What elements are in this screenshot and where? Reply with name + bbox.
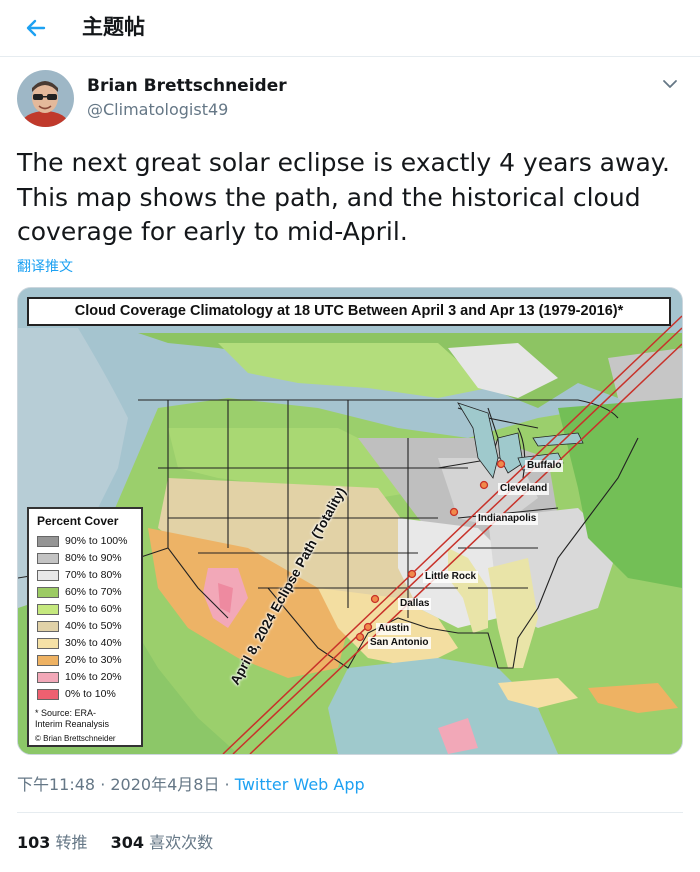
- legend-item: 80% to 90%: [37, 551, 122, 565]
- legend-swatch: [37, 603, 59, 615]
- legend-swatch: [37, 535, 59, 547]
- legend-item: 40% to 50%: [37, 619, 122, 633]
- map-credit: © Brian Brettschneider: [35, 734, 116, 743]
- back-arrow-icon[interactable]: [22, 14, 50, 42]
- likes-label: 喜欢次数: [149, 833, 214, 852]
- divider: [17, 812, 683, 813]
- legend-swatch: [37, 552, 59, 564]
- map-title: Cloud Coverage Climatology at 18 UTC Bet…: [27, 297, 671, 326]
- legend-item: 30% to 40%: [37, 636, 122, 650]
- timestamp-separator: ·: [219, 775, 235, 794]
- legend-swatch: [37, 654, 59, 666]
- top-bar: 主题帖: [0, 0, 700, 57]
- map-legend: Percent Cover 90% to 100% 80% to 90% 70%…: [27, 507, 143, 747]
- city-label-indianapolis: Indianapolis: [476, 513, 539, 525]
- translate-tweet-link[interactable]: 翻译推文: [17, 259, 73, 275]
- legend-swatch: [37, 671, 59, 683]
- chevron-down-icon[interactable]: [660, 74, 680, 94]
- legend-item: 20% to 30%: [37, 653, 122, 667]
- source-note: * Source: ERA-: [35, 708, 97, 718]
- source-app-link[interactable]: Twitter Web App: [234, 775, 365, 794]
- tweet-text: The next great solar eclipse is exactly …: [17, 148, 670, 246]
- tweet-stats: 103 转推 304 喜欢次数: [17, 832, 231, 854]
- legend-item: 0% to 10%: [37, 687, 116, 701]
- likes-count: 304: [110, 833, 145, 852]
- source-note: Interim Reanalysis: [35, 719, 110, 729]
- legend-swatch: [37, 637, 59, 649]
- legend-item: 50% to 60%: [37, 602, 122, 616]
- legend-swatch: [37, 569, 59, 581]
- retweets-count: 103: [17, 833, 51, 852]
- retweets-stat[interactable]: 103 转推: [17, 832, 88, 854]
- tweet-time[interactable]: 下午11:48 · 2020年4月8日: [17, 775, 220, 794]
- city-label-dallas: Dallas: [398, 598, 432, 610]
- legend-title: Percent Cover: [37, 514, 119, 528]
- legend-item: 60% to 70%: [37, 585, 122, 599]
- legend-swatch: [37, 620, 59, 632]
- legend-swatch: [37, 688, 59, 700]
- tweet-image[interactable]: Cloud Coverage Climatology at 18 UTC Bet…: [17, 287, 683, 755]
- city-label-austin: Austin: [376, 623, 412, 635]
- city-label-little-rock: Little Rock: [423, 571, 479, 583]
- legend-item: 10% to 20%: [37, 670, 122, 684]
- likes-stat[interactable]: 304 喜欢次数: [111, 832, 214, 854]
- page-title: 主题帖: [82, 15, 145, 39]
- avatar[interactable]: [17, 70, 74, 127]
- author-name[interactable]: Brian Brettschneider: [87, 76, 287, 96]
- city-label-cleveland: Cleveland: [498, 483, 550, 495]
- city-label-buffalo: Buffalo: [525, 460, 564, 472]
- city-label-san-antonio: San Antonio: [368, 637, 431, 649]
- legend-swatch: [37, 586, 59, 598]
- retweets-label: 转推: [55, 833, 88, 852]
- legend-item: 70% to 80%: [37, 568, 122, 582]
- tweet-timestamp: 下午11:48 · 2020年4月8日 · Twitter Web App: [17, 774, 365, 796]
- legend-item: 90% to 100%: [37, 534, 127, 548]
- author-handle[interactable]: @Climatologist49: [87, 100, 229, 119]
